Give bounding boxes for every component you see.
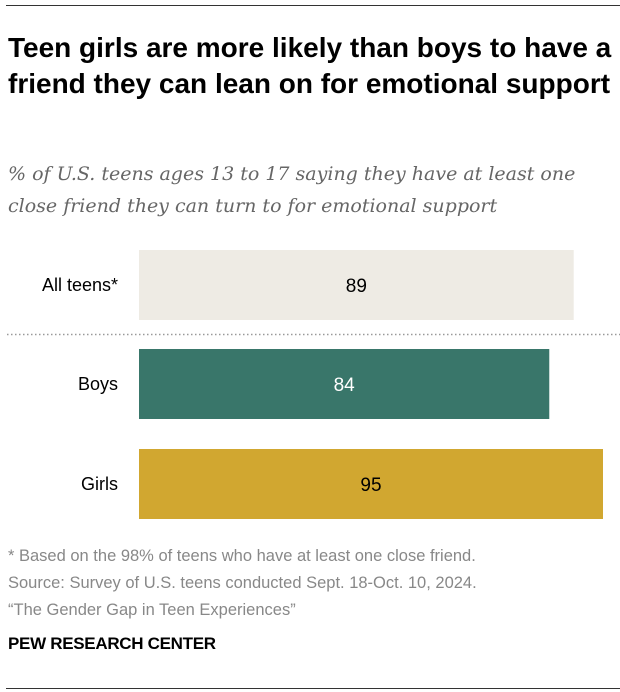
chart-title: Teen girls are more likely than boys to …: [8, 32, 612, 99]
footnote-base: * Based on the 98% of teens who have at …: [8, 547, 476, 565]
footnotes: * Based on the 98% of teens who have at …: [8, 543, 477, 624]
bar-1: [139, 349, 550, 419]
top-rule: [6, 5, 620, 6]
bar-2: [139, 449, 603, 519]
brand-logo-text: PEW RESEARCH CENTER: [8, 634, 216, 653]
bottom-rule: [6, 688, 620, 689]
value-label: 84: [334, 375, 356, 396]
chart-subtitle: % of U.S. teens ages 13 to 17 saying the…: [8, 163, 576, 217]
value-label: 89: [346, 276, 367, 297]
bar-0: [139, 250, 574, 320]
value-label: 95: [360, 475, 381, 496]
footnote-source: Source: Survey of U.S. teens conducted S…: [8, 574, 477, 592]
category-label: Boys: [78, 374, 118, 394]
category-label: All teens*: [42, 275, 118, 295]
footnote-report: “The Gender Gap in Teen Experiences”: [8, 601, 296, 619]
category-label: Girls: [81, 474, 118, 494]
bar-chart: All teens* 89 Boys 84 Girls 95: [7, 250, 620, 519]
